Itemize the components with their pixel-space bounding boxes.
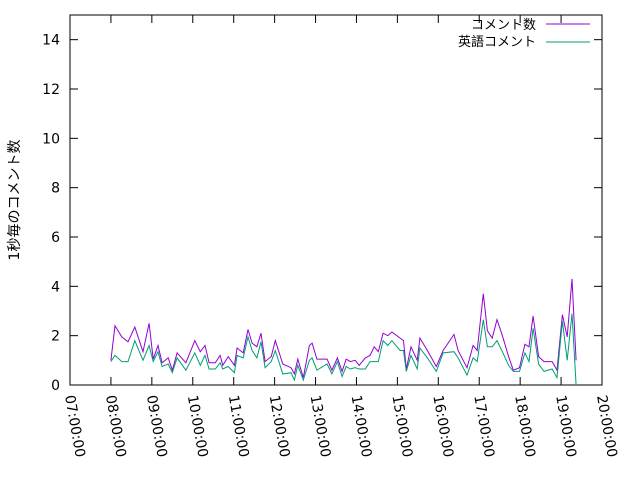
y-tick-label: 10	[42, 131, 60, 147]
y-tick-label: 12	[42, 82, 60, 98]
x-tick-label: 08:00:00	[102, 394, 129, 459]
series-group	[110, 278, 577, 386]
x-tick-label: 19:00:00	[552, 394, 579, 459]
axes: 0 2 4 6 8 10 12 14 07:00:00 08:00:00 09:00:00 10:00…	[42, 14, 620, 459]
plot-border	[69, 14, 603, 386]
x-tick-label: 16:00:00	[429, 394, 456, 459]
legend: コメント数 英語コメント	[458, 18, 590, 50]
x-tick-label: 13:00:00	[307, 394, 334, 459]
x-tick-label: 07:00:00	[61, 394, 88, 459]
x-tick-label: 11:00:00	[225, 394, 252, 459]
x-tick-label: 20:00:00	[593, 394, 620, 459]
legend-label-english: 英語コメント	[458, 34, 536, 50]
x-tick-label: 14:00:00	[348, 394, 375, 459]
y-tick-label: 6	[51, 230, 60, 246]
x-tick-label: 09:00:00	[143, 394, 170, 459]
x-tick-label: 18:00:00	[511, 394, 538, 459]
x-tick-label: 12:00:00	[266, 394, 293, 459]
series-line-1	[110, 313, 577, 386]
x-tick-label: 17:00:00	[470, 394, 497, 459]
y-axis-label: 1秒毎のコメント数	[7, 140, 23, 261]
y-tick-label: 8	[51, 181, 60, 197]
x-tick-label: 10:00:00	[184, 394, 211, 459]
x-tick-label: 15:00:00	[388, 394, 415, 459]
y-tick-label: 4	[51, 279, 60, 295]
y-axis-label-group: 1秒毎のコメント数	[7, 140, 23, 261]
y-tick-label: 2	[51, 329, 60, 345]
legend-label-comments: コメント数	[471, 18, 536, 33]
series-line-0	[110, 278, 577, 378]
y-tick-label: 14	[42, 33, 60, 49]
y-tick-label: 0	[51, 378, 60, 394]
